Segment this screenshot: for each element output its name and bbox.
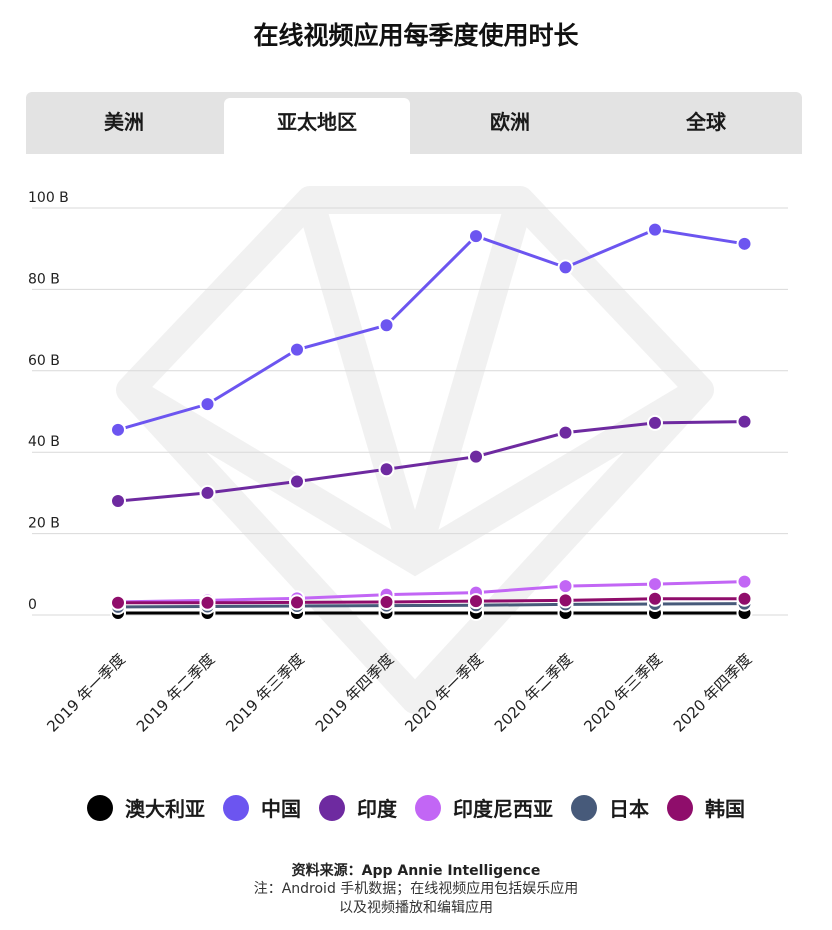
x-tick-label: 2020 年四季度 xyxy=(670,650,756,736)
data-point[interactable] xyxy=(557,424,574,441)
y-tick-label: 60 B xyxy=(28,353,60,369)
x-tick-label: 2019 年四季度 xyxy=(312,650,398,736)
tab-global[interactable]: 全球 xyxy=(686,110,726,134)
data-point[interactable] xyxy=(647,414,663,431)
series-line xyxy=(117,228,745,432)
data-point[interactable] xyxy=(468,593,484,610)
data-point[interactable] xyxy=(647,221,663,238)
legend-label: 印度尼西亚 xyxy=(453,797,553,821)
data-point[interactable] xyxy=(468,448,484,465)
data-point[interactable] xyxy=(110,493,126,510)
data-point[interactable] xyxy=(736,413,753,430)
data-point[interactable] xyxy=(199,484,216,501)
region-tabs: 美洲 亚太地区 欧洲 全球 xyxy=(26,92,802,154)
x-tick-label: 2020 年三季度 xyxy=(580,650,666,736)
legend-marker-india xyxy=(319,794,345,821)
data-point[interactable] xyxy=(736,235,753,252)
x-tick-label: 2019 年三季度 xyxy=(222,650,308,736)
data-point[interactable] xyxy=(736,590,753,607)
data-point[interactable] xyxy=(199,396,216,413)
legend-item-korea[interactable]: 韩国 xyxy=(667,793,745,822)
data-point[interactable] xyxy=(378,593,395,610)
data-point[interactable] xyxy=(378,317,395,334)
tab-americas[interactable]: 美洲 xyxy=(104,110,144,134)
x-tick-label: 2020 年二季度 xyxy=(491,650,577,736)
y-tick-label: 20 B xyxy=(28,516,60,532)
series-line xyxy=(117,602,745,609)
legend-label: 韩国 xyxy=(705,797,745,821)
legend-item-australia[interactable]: 澳大利亚 xyxy=(87,793,205,822)
data-point[interactable] xyxy=(199,594,216,611)
legend-item-india[interactable]: 印度 xyxy=(319,793,397,822)
data-point[interactable] xyxy=(557,578,574,595)
tab-europe[interactable]: 欧洲 xyxy=(490,110,530,134)
data-point[interactable] xyxy=(289,341,305,358)
data-point[interactable] xyxy=(468,228,484,245)
series-line xyxy=(118,597,745,605)
legend-item-china[interactable]: 中国 xyxy=(223,793,301,822)
data-point[interactable] xyxy=(289,594,305,611)
line-chart: 0 20 B 40 B 60 B 80 B 100 B 2019 年一季度 2019 年二季… xyxy=(28,186,788,736)
data-point[interactable] xyxy=(647,590,663,607)
chart-title: 在线视频应用每季度使用时长 xyxy=(253,21,579,50)
series-line xyxy=(117,580,745,604)
y-tick-label: 80 B xyxy=(28,271,60,287)
legend-label: 澳大利亚 xyxy=(125,797,205,821)
data-point[interactable] xyxy=(557,259,574,276)
legend-marker-korea xyxy=(667,794,693,821)
legend-item-japan[interactable]: 日本 xyxy=(571,793,649,822)
data-point[interactable] xyxy=(378,461,395,478)
tab-asia-pacific[interactable]: 亚太地区 xyxy=(224,98,410,154)
legend-item-indonesia[interactable]: 印度尼西亚 xyxy=(415,793,553,822)
legend-marker-japan xyxy=(571,794,597,821)
data-point[interactable] xyxy=(647,576,663,593)
y-tick-label: 100 B xyxy=(28,190,69,206)
diamond-watermark xyxy=(116,186,714,714)
data-point[interactable] xyxy=(110,421,126,438)
y-tick-label: 0 xyxy=(28,597,37,613)
data-point[interactable] xyxy=(736,573,753,590)
data-point[interactable] xyxy=(110,594,126,611)
legend-marker-indonesia xyxy=(415,794,441,821)
legend-marker-china xyxy=(223,794,249,821)
x-tick-label: 2019 年二季度 xyxy=(133,650,219,736)
source-credit: 资料来源：App Annie Intelligence xyxy=(291,863,541,879)
legend-marker-australia xyxy=(87,794,113,821)
legend: 澳大利亚 中国 印度 印度尼西亚 日本 韩国 xyxy=(0,793,832,822)
data-point[interactable] xyxy=(289,473,305,490)
legend-label: 印度 xyxy=(357,797,397,821)
x-tick-label: 2019 年一季度 xyxy=(43,650,129,736)
y-tick-label: 40 B xyxy=(28,434,60,450)
footnote: 注：Android 手机数据；在线视频应用包括娱乐应用以及视频播放和编辑应用 xyxy=(253,881,579,916)
legend-label: 日本 xyxy=(609,797,649,821)
series-line xyxy=(117,420,745,503)
legend-label: 中国 xyxy=(261,797,301,821)
data-point[interactable] xyxy=(557,592,574,609)
